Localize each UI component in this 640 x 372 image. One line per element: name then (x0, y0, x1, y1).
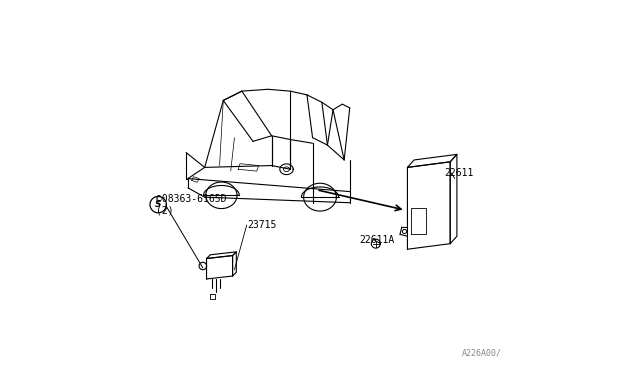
Text: A226A00/: A226A00/ (461, 348, 501, 357)
Text: 22611A: 22611A (359, 235, 394, 245)
Text: 22611: 22611 (445, 168, 474, 178)
Text: S: S (155, 200, 161, 209)
Text: 23715: 23715 (248, 220, 277, 230)
Text: ©08363-6165D
(2): ©08363-6165D (2) (156, 194, 226, 215)
